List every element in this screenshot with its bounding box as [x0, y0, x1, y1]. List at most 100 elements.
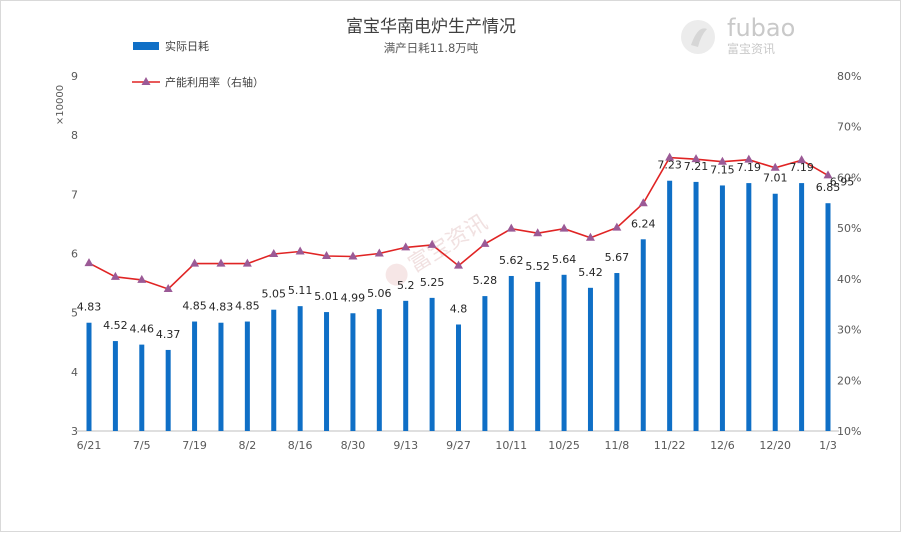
bar-data-label: 5.64	[552, 253, 577, 266]
line-point	[216, 258, 226, 267]
y2-tick-label: 70%	[837, 121, 861, 134]
line-point	[612, 222, 622, 231]
bar	[244, 321, 250, 431]
bar-data-label: 4.52	[103, 319, 128, 332]
bar	[825, 203, 831, 431]
bar	[86, 322, 92, 431]
bar	[561, 274, 567, 431]
y2-tick-label: 40%	[837, 273, 861, 286]
bar	[640, 239, 646, 431]
y-tick-label: 3	[71, 425, 78, 438]
line-point	[744, 154, 754, 163]
line-point	[295, 246, 305, 255]
x-tick-label: 7/5	[133, 439, 151, 452]
bar-data-label: 5.11	[288, 284, 313, 297]
bar-data-label: 7.01	[763, 172, 788, 185]
bar-data-label: 4.8	[450, 303, 468, 316]
line-point	[242, 258, 252, 267]
bar-data-label: 7.15	[710, 163, 735, 176]
bar	[139, 344, 145, 431]
line-point	[454, 260, 463, 269]
bar	[218, 322, 224, 431]
y2-tick-label: 20%	[837, 374, 861, 387]
y-tick-label: 7	[71, 188, 78, 201]
bar	[746, 183, 752, 431]
line-series	[84, 152, 833, 292]
legend-line-marker	[141, 77, 151, 85]
bar	[667, 180, 673, 431]
bar	[324, 312, 330, 431]
bar-data-label: 5.25	[420, 276, 445, 289]
line-point	[348, 251, 358, 260]
x-tick-label: 7/19	[182, 439, 207, 452]
line-point	[137, 274, 147, 283]
bar-data-label: 5.06	[367, 287, 392, 300]
bar-data-label: 5.62	[499, 254, 524, 267]
x-tick-label: 8/30	[341, 439, 366, 452]
y-tick-label: 4	[71, 366, 78, 379]
bar	[350, 313, 356, 431]
y2-tick-label: 60%	[837, 171, 861, 184]
legend: 实际日耗 产能利用率（右轴）	[132, 39, 264, 89]
line-point	[533, 228, 543, 237]
bar-data-label: 5.05	[262, 288, 287, 301]
bar	[799, 183, 805, 431]
x-tick-label: 6/21	[77, 439, 102, 452]
x-tick-label: 12/6	[710, 439, 735, 452]
legend-bar-swatch	[133, 42, 159, 50]
y-axis-multiplier: ×10000	[55, 85, 66, 125]
bar	[614, 273, 620, 431]
bar-series	[86, 180, 831, 431]
line-point	[322, 251, 332, 260]
bar-data-label: 7.23	[657, 159, 682, 172]
line-point	[585, 232, 595, 241]
y2-tick-label: 30%	[837, 324, 861, 337]
bar	[693, 181, 699, 431]
y-tick-label: 8	[71, 129, 78, 142]
bar-data-label: 5.28	[473, 274, 498, 287]
bar-data-label: 4.46	[130, 323, 155, 336]
x-tick-label: 8/16	[288, 439, 313, 452]
line-point	[770, 162, 780, 171]
bar	[456, 324, 461, 431]
bar	[429, 297, 435, 431]
bar	[772, 193, 778, 431]
bar-data-label: 5.2	[397, 279, 415, 292]
y-tick-label: 6	[71, 248, 78, 261]
x-tick-label: 11/8	[605, 439, 630, 452]
brand-logo-subtext: 富宝资讯	[727, 41, 775, 56]
y-tick-label: 9	[71, 70, 78, 83]
watermark-text: 富宝资讯	[404, 210, 492, 278]
line-point	[84, 258, 94, 267]
bar	[482, 296, 488, 431]
bar	[112, 341, 118, 431]
bar-data-label: 6.24	[631, 217, 656, 230]
x-tick-label: 12/20	[759, 439, 791, 452]
bar	[719, 185, 725, 431]
chart-title: 富宝华南电炉生产情况	[346, 17, 516, 37]
line-data-label: 6.95	[830, 175, 855, 188]
legend-line-label: 产能利用率（右轴）	[165, 75, 264, 89]
line-point	[797, 155, 807, 164]
brand-logo-text: fubao	[727, 14, 795, 42]
y-tick-label: 5	[71, 307, 78, 320]
bar	[297, 306, 303, 431]
line-point	[665, 152, 675, 161]
line-point	[559, 223, 569, 232]
bar-data-label: 4.85	[182, 300, 207, 313]
line-point	[269, 249, 279, 258]
bar	[271, 309, 277, 431]
bar	[587, 287, 593, 431]
bar	[508, 275, 514, 431]
line-point	[480, 238, 490, 247]
chart-subtitle: 满产日耗11.8万吨	[384, 41, 479, 55]
legend-bar-label: 实际日耗	[165, 39, 209, 53]
y2-tick-label: 10%	[837, 425, 861, 438]
brand-logo: fubao 富宝资讯	[681, 14, 795, 56]
x-tick-label: 10/11	[495, 439, 527, 452]
line-point	[401, 242, 411, 251]
x-tick-label: 9/27	[446, 439, 471, 452]
bar-data-label: 5.01	[314, 290, 339, 303]
